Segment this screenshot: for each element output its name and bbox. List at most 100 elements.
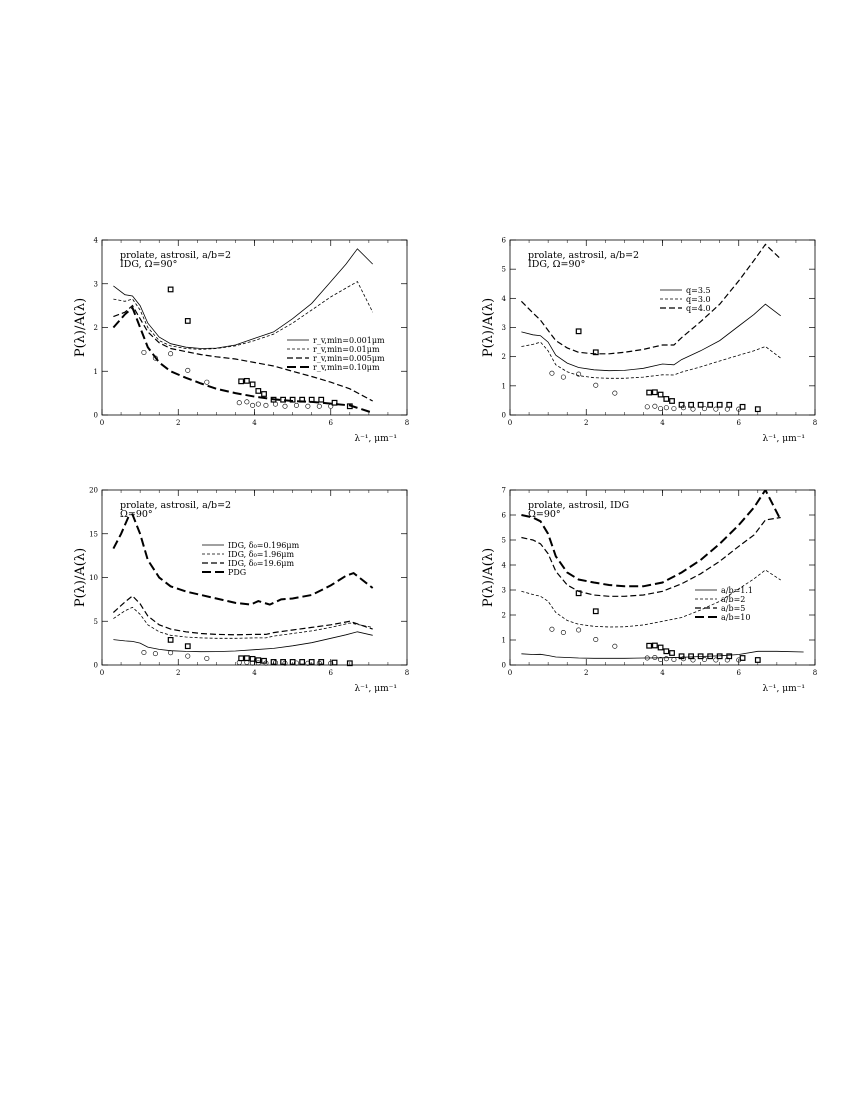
circle-point xyxy=(185,367,191,373)
circle-point xyxy=(549,370,555,376)
square-point xyxy=(688,401,694,408)
square-point xyxy=(669,650,675,656)
circle-point xyxy=(141,649,147,655)
legend: q=3.5q=3.0q=4.0 xyxy=(660,286,711,313)
square-point xyxy=(289,396,296,403)
square-point xyxy=(238,655,245,662)
y-tick-label: 2 xyxy=(502,612,506,620)
circle-point xyxy=(272,660,278,666)
y-tick-label: 5 xyxy=(94,618,98,626)
square-point xyxy=(651,389,658,396)
square-point xyxy=(308,396,315,403)
x-tick-label: 2 xyxy=(584,669,588,677)
series-line-4 xyxy=(112,513,374,606)
y-tick-label: 0 xyxy=(502,412,506,420)
circle-point xyxy=(663,656,669,662)
chart-bottom-right: 0 2 4 6 8 0 1 2 3 4 5 6 7 λ⁻¹, μm⁻¹ P(λ)/A(λ) prolate, … xyxy=(481,487,817,695)
square-point xyxy=(697,653,704,660)
y-tick-label: 1 xyxy=(502,637,506,645)
circle-point xyxy=(168,351,174,357)
circle-point xyxy=(141,349,147,355)
circle-point xyxy=(644,655,650,661)
circle-point xyxy=(236,660,242,666)
x-tick-label: 0 xyxy=(508,419,512,427)
circle-point xyxy=(652,655,658,661)
chart-panel-bottom-right: 0 2 4 6 8 0 1 2 3 4 5 6 7 λ⁻¹, μm⁻¹ P(λ)/A(λ) prolate, … xyxy=(470,480,830,704)
x-axis-label: λ⁻¹, μm⁻¹ xyxy=(354,684,397,694)
y-axis-label: P(λ)/A(λ) xyxy=(481,548,496,607)
square-point xyxy=(280,396,286,403)
y-tick-label: 6 xyxy=(502,237,507,245)
y-tick-label: 5 xyxy=(502,537,506,545)
square-point xyxy=(663,396,670,402)
panel-annotation-line1: prolate, astrosil, a/b=2 xyxy=(528,250,639,261)
x-tick-label: 0 xyxy=(508,669,512,677)
x-tick-label: 0 xyxy=(100,669,104,677)
square-point xyxy=(299,396,306,403)
circle-point xyxy=(652,403,658,409)
series-line-3 xyxy=(520,243,782,355)
x-tick-label: 4 xyxy=(660,419,665,427)
y-tick-label: 7 xyxy=(502,487,506,495)
chart-top-right: 0 2 4 6 8 0 1 2 3 4 5 6 λ⁻¹, μm⁻¹ P(λ)/A(λ) prolate, a… xyxy=(481,237,817,445)
circle-point xyxy=(305,403,311,409)
x-tick-label: 4 xyxy=(252,419,257,427)
circle-point xyxy=(593,382,599,388)
square-point xyxy=(331,399,338,406)
x-tick-label: 4 xyxy=(660,669,665,677)
legend-label: a/b=10 xyxy=(721,613,750,622)
square-point xyxy=(346,403,353,410)
square-point xyxy=(299,659,306,665)
circle-point xyxy=(282,660,288,666)
y-tick-label: 6 xyxy=(502,512,507,520)
y-tick-label: 3 xyxy=(502,324,506,332)
circle-point xyxy=(663,405,669,411)
circle-point xyxy=(724,657,730,663)
y-tick-label: 1 xyxy=(502,382,506,390)
square-point xyxy=(726,401,733,408)
square-point xyxy=(289,659,296,665)
square-point xyxy=(739,403,746,410)
y-tick-label: 0 xyxy=(502,662,506,670)
circle-point xyxy=(328,403,334,409)
legend-label: r_v,min=0.005μm xyxy=(313,354,385,363)
series-line-2 xyxy=(521,341,781,379)
circle-point xyxy=(560,630,566,636)
panel-annotation-line2: Ω=90° xyxy=(528,509,561,520)
y-tick-label: 10 xyxy=(89,574,98,582)
circle-point xyxy=(305,660,311,666)
series-line-1 xyxy=(113,631,373,653)
y-tick-label: 3 xyxy=(94,280,98,288)
circle-point xyxy=(549,626,555,632)
circle-point xyxy=(593,637,599,643)
panel-annotation-line1: prolate, astrosil, a/b=2 xyxy=(120,500,231,511)
circle-point xyxy=(250,660,256,666)
circle-point xyxy=(680,405,686,411)
square-point xyxy=(663,648,670,655)
series-line-3 xyxy=(113,304,373,402)
y-tick-label: 3 xyxy=(502,587,506,595)
x-tick-label: 2 xyxy=(584,419,588,427)
circle-point xyxy=(736,406,742,412)
y-tick-label: 20 xyxy=(89,487,98,495)
circle-point xyxy=(255,660,261,666)
square-point xyxy=(646,389,653,396)
legend-label: r_v,min=0.001μm xyxy=(313,336,385,345)
x-tick-label: 2 xyxy=(176,669,180,677)
y-tick-label: 0 xyxy=(94,662,98,670)
circle-point xyxy=(690,406,696,412)
circle-point xyxy=(263,660,269,666)
square-point xyxy=(270,396,277,403)
x-axis-label: λ⁻¹, μm⁻¹ xyxy=(762,434,805,444)
series-line-2 xyxy=(113,606,373,639)
circle-point xyxy=(736,657,742,663)
circle-point xyxy=(671,657,677,663)
series-line-1 xyxy=(521,650,804,659)
square-point xyxy=(646,642,653,649)
square-point xyxy=(754,406,761,413)
square-point xyxy=(255,388,262,394)
circle-point xyxy=(658,406,664,412)
panel-annotation-line1: prolate, astrosil, a/b=2 xyxy=(120,250,231,261)
square-point xyxy=(657,391,664,398)
circle-point xyxy=(204,379,210,385)
